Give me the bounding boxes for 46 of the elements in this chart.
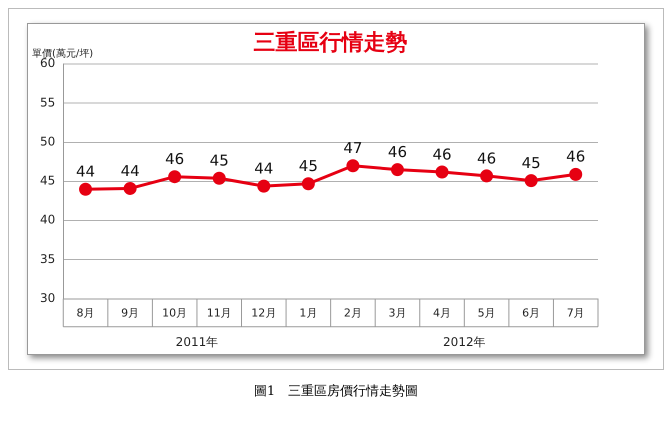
x-tick-label: 3月 — [388, 306, 406, 320]
data-label: 45 — [298, 157, 318, 176]
data-label: 45 — [210, 152, 229, 170]
y-tick-label: 50 — [40, 134, 56, 148]
point — [390, 163, 404, 176]
data-label: 46 — [388, 143, 408, 162]
data-label: 46 — [432, 145, 452, 164]
x-tick-label: 1月 — [299, 306, 318, 320]
data-label: 44 — [120, 162, 140, 180]
y-tick-label: 40 — [40, 212, 56, 227]
y-tick-label: 35 — [40, 252, 56, 266]
x-tick-label: 8月 — [76, 306, 95, 320]
caption: 圖1 三重區房價行情走勢圖 — [252, 383, 420, 400]
point — [569, 168, 582, 181]
data-label: 44 — [76, 162, 96, 181]
data-label: 46 — [566, 148, 586, 166]
point — [168, 170, 182, 184]
x-tick-label: 5月 — [478, 306, 496, 320]
x-tick-label: 12月 — [251, 306, 276, 320]
text: 2012年 — [443, 334, 486, 349]
point — [480, 169, 494, 182]
point — [346, 159, 360, 172]
data-label: 46 — [165, 150, 184, 168]
x-tick-label: 10月 — [162, 306, 188, 320]
data-label: 46 — [477, 149, 496, 168]
x-tick-label: 4月 — [433, 306, 452, 320]
y-tick-label: 55 — [40, 95, 56, 110]
point — [79, 182, 92, 196]
x-tick-label: 9月 — [121, 306, 140, 320]
x-tick-label: 2月 — [344, 306, 362, 320]
chart-title: 三重區行情走勢 — [254, 30, 408, 56]
point — [524, 174, 538, 188]
data-label: 45 — [522, 154, 541, 172]
x-tick-label: 7月 — [566, 306, 585, 320]
point — [212, 172, 226, 185]
y-tick-label: 45 — [40, 174, 56, 188]
point — [124, 182, 137, 195]
point — [257, 180, 270, 193]
data-label: 47 — [343, 139, 362, 158]
point — [302, 177, 315, 190]
x-tick-label: 11月 — [206, 306, 232, 320]
point — [436, 166, 449, 179]
text: 2011年 — [176, 334, 218, 349]
y-tick-label: 30 — [40, 290, 56, 305]
x-tick-label: 6月 — [522, 306, 540, 320]
data-label: 44 — [254, 159, 274, 178]
